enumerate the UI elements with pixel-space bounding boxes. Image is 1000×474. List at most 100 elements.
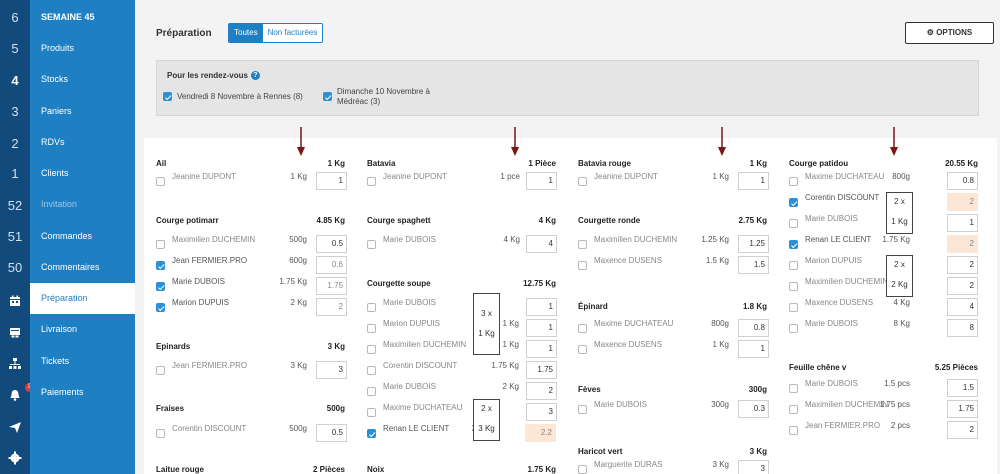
sidebar-item-produits[interactable]: Produits [41,43,75,53]
row-checkbox[interactable] [578,405,587,414]
row-quantity-input[interactable]: 1 [526,298,557,316]
row-checkbox[interactable] [156,177,165,186]
row-checkbox[interactable] [156,303,165,312]
row-checkbox[interactable] [367,366,376,375]
row-checkbox[interactable] [789,282,798,291]
row-quantity-input[interactable]: 3 [316,361,347,379]
row-checkbox[interactable] [789,405,798,414]
row-quantity-input[interactable]: 1.5 [738,256,769,274]
rail-week-3[interactable]: 3 [11,104,19,119]
row-checkbox[interactable] [156,261,165,270]
row-quantity-input[interactable]: 0.6 [316,256,347,274]
row-quantity-input[interactable]: 2 [947,193,978,211]
row-checkbox[interactable] [367,408,376,417]
sidebar-item-commentaires[interactable]: Commentaires [41,262,100,272]
options-button[interactable]: ⚙ OPTIONS [905,22,994,44]
row-quantity-input[interactable]: 8 [947,319,978,337]
row-quantity-input[interactable]: 2 [947,235,978,253]
row-quantity-input[interactable]: 1 [738,340,769,358]
rail-week-4[interactable]: 4 [11,73,19,88]
filter-all-button[interactable]: Toutes [229,24,263,42]
row-checkbox[interactable] [367,177,376,186]
row-checkbox[interactable] [578,240,587,249]
sitemap-icon[interactable] [8,357,22,371]
row-quantity-input[interactable]: 1.25 [738,235,769,253]
row-checkbox[interactable] [789,240,798,249]
sidebar-item-invitation[interactable]: Invitation [41,199,78,209]
rail-week-2[interactable]: 2 [11,136,19,151]
row-quantity-input[interactable]: 1.5 [947,379,978,397]
row-checkbox[interactable] [156,282,165,291]
row-checkbox[interactable] [789,177,798,186]
row-checkbox[interactable] [789,324,798,333]
row-quantity-input[interactable]: 0.8 [947,172,978,190]
row-quantity-input[interactable]: 1.75 [316,277,347,295]
row-checkbox[interactable] [367,345,376,354]
row-quantity-input[interactable]: 2 [316,298,347,316]
row-quantity-input[interactable]: 1 [526,319,557,337]
bell-icon[interactable]: 3 [8,383,34,402]
row-checkbox[interactable] [367,324,376,333]
rail-week-1[interactable]: 1 [11,166,19,181]
sidebar-item-rdvs[interactable]: RDVs [41,137,65,147]
filter-unbilled-button[interactable]: Non facturées [262,24,323,42]
row-quantity-input[interactable]: 1 [526,340,557,358]
row-quantity-input[interactable]: 2 [947,277,978,295]
gear-icon[interactable] [8,451,22,465]
row-quantity-input[interactable]: 1.75 [526,361,557,379]
row-checkbox[interactable] [367,303,376,312]
row-checkbox[interactable] [789,426,798,435]
row-quantity-input[interactable]: 2 [947,421,978,439]
row-checkbox[interactable] [578,324,587,333]
row-quantity-input[interactable]: 3 [526,403,557,421]
rail-week-52[interactable]: 52 [7,198,23,213]
row-quantity-input[interactable]: 0.5 [316,235,347,253]
row-checkbox[interactable] [789,261,798,270]
sidebar-item-paiements[interactable]: Paiements [41,387,84,397]
row-quantity-input[interactable]: 0.3 [738,400,769,418]
row-checkbox[interactable] [578,177,587,186]
sidebar-item-tickets[interactable]: Tickets [41,356,70,366]
row-quantity-input[interactable]: 1 [947,214,978,232]
row-checkbox[interactable] [789,303,798,312]
row-checkbox[interactable] [156,240,165,249]
sidebar-item-commandes[interactable]: Commandes [41,231,93,241]
delivery-icon[interactable] [8,325,22,339]
rdv-checkbox-rennes[interactable] [163,92,172,101]
sidebar-item-prparation[interactable]: Préparation [30,283,135,314]
row-checkbox[interactable] [789,219,798,228]
sidebar-item-livraison[interactable]: Livraison [41,324,78,334]
rail-week-51[interactable]: 51 [7,229,23,244]
rail-week-6[interactable]: 6 [11,10,19,25]
row-quantity-input[interactable]: 0.8 [738,319,769,337]
row-checkbox[interactable] [367,429,376,438]
sidebar-item-clients[interactable]: Clients [41,168,69,178]
row-quantity-input[interactable]: 3 [738,460,769,474]
row-quantity-input[interactable]: 1.75 [947,400,978,418]
calendar-icon[interactable] [8,294,22,308]
row-quantity-input[interactable]: 2 [526,382,557,400]
sidebar-item-stocks[interactable]: Stocks [41,74,69,84]
send-icon[interactable] [8,420,22,434]
rail-week-5[interactable]: 5 [11,41,19,56]
row-quantity-input[interactable]: 4 [947,298,978,316]
row-quantity-input[interactable]: 2 [947,256,978,274]
row-quantity-input[interactable]: 1 [526,172,557,190]
row-checkbox[interactable] [156,366,165,375]
row-quantity-input[interactable]: 2.2 [525,424,556,442]
row-checkbox[interactable] [578,261,587,270]
row-quantity-input[interactable]: 1 [738,172,769,190]
row-checkbox[interactable] [367,240,376,249]
row-checkbox[interactable] [578,345,587,354]
row-quantity-input[interactable]: 4 [526,235,557,253]
row-checkbox[interactable] [789,384,798,393]
row-checkbox[interactable] [156,429,165,438]
row-quantity-input[interactable]: 0.5 [316,424,347,442]
row-checkbox[interactable] [789,198,798,207]
help-icon[interactable]: ? [250,71,260,81]
rdv-checkbox-medreac[interactable] [323,92,332,101]
sidebar-item-paniers[interactable]: Paniers [41,106,72,116]
row-quantity-input[interactable]: 1 [316,172,347,190]
rail-week-50[interactable]: 50 [7,260,23,275]
row-checkbox[interactable] [367,387,376,396]
